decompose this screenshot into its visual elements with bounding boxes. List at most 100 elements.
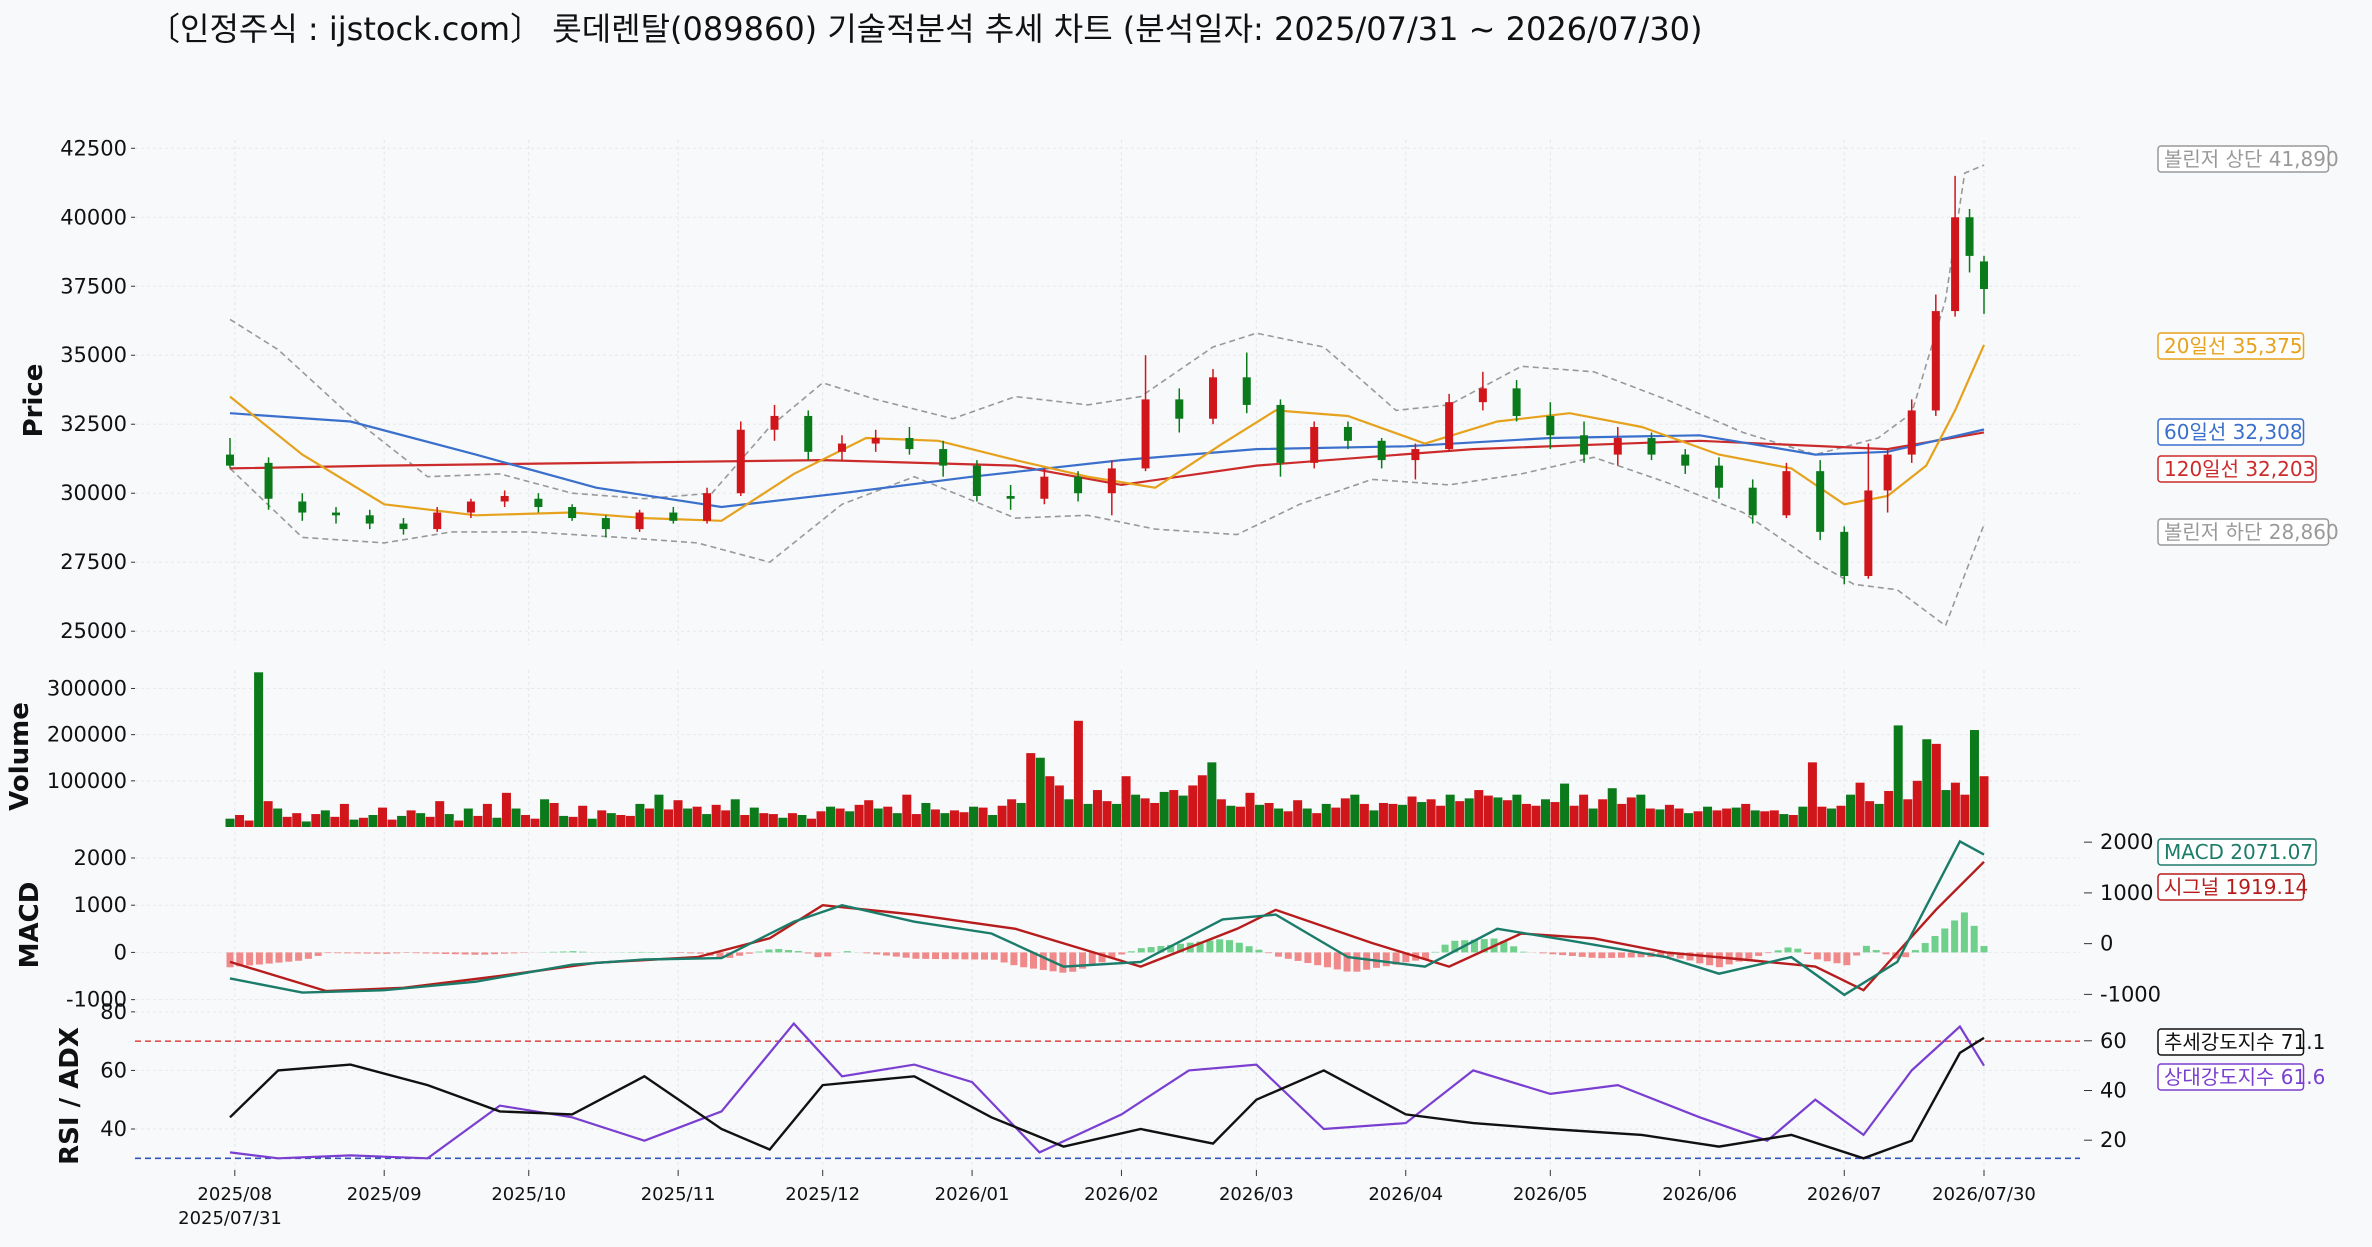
macd-histogram-bar bbox=[1294, 952, 1302, 961]
volume-bar bbox=[1197, 775, 1207, 827]
macd-histogram-bar bbox=[226, 952, 234, 968]
volume-bar bbox=[1092, 790, 1102, 827]
macd-histogram-bar bbox=[442, 952, 450, 954]
volume-bar bbox=[1035, 757, 1045, 827]
volume-bar bbox=[225, 818, 235, 827]
candle-body bbox=[837, 443, 846, 452]
volume-bar bbox=[501, 792, 511, 827]
macd-histogram-bar bbox=[1421, 952, 1429, 960]
macd-histogram-bar bbox=[246, 952, 254, 966]
macd-histogram-bar bbox=[1196, 941, 1204, 953]
candle-body bbox=[332, 512, 341, 516]
volume-bar bbox=[997, 805, 1007, 827]
macd-histogram-bar bbox=[981, 952, 989, 960]
volume-bar bbox=[1846, 794, 1856, 827]
x-tick-label: 2026/03 bbox=[1219, 1184, 1294, 1205]
volume-bar bbox=[492, 817, 502, 827]
volume-bar bbox=[1722, 808, 1732, 827]
volume-bar bbox=[244, 820, 254, 827]
candle-body bbox=[1782, 471, 1791, 516]
macd-value-label-box bbox=[2157, 838, 2317, 866]
macd-histogram-bar bbox=[677, 952, 685, 954]
volume-bar bbox=[1112, 803, 1122, 827]
macd-histogram-bar bbox=[1804, 952, 1812, 955]
volume-bar bbox=[1054, 785, 1064, 827]
rsi-tick-label: 40 bbox=[100, 1117, 127, 1141]
volume-bar bbox=[930, 809, 940, 827]
volume-bar bbox=[730, 799, 740, 827]
volume-bar bbox=[1712, 810, 1722, 827]
macd-histogram-bar bbox=[922, 952, 930, 959]
adx-value-label: 추세강도지수 71.1 bbox=[2157, 1028, 2325, 1056]
candle-body bbox=[1864, 490, 1873, 577]
x-tick-label: 2025/10 bbox=[491, 1184, 566, 1205]
candle-body bbox=[568, 507, 577, 519]
macd-histogram-bar bbox=[1951, 920, 1959, 953]
candle-body bbox=[1816, 471, 1825, 532]
bollinger-lower-label: 볼린저 하단 28,860 bbox=[2157, 518, 2339, 546]
volume-bar bbox=[873, 808, 883, 827]
volume-bar bbox=[311, 814, 321, 827]
volume-bar bbox=[978, 807, 988, 827]
ma60-label: 60일선 32,308 bbox=[2157, 418, 2305, 446]
macd-histogram-bar bbox=[1519, 951, 1527, 953]
volume-bar bbox=[1541, 799, 1550, 827]
macd-histogram-bar bbox=[1794, 948, 1802, 953]
volume-bar bbox=[368, 814, 378, 827]
volume-bar bbox=[521, 814, 531, 827]
macd-histogram-bar bbox=[1284, 952, 1292, 959]
candle-body bbox=[1840, 531, 1849, 577]
candle-body bbox=[466, 501, 475, 513]
macd-histogram-bar bbox=[824, 952, 832, 957]
macd-histogram-bar bbox=[883, 952, 891, 956]
candle-body bbox=[703, 493, 712, 521]
volume-bar bbox=[1779, 814, 1789, 827]
x-tick-label: 2026/01 bbox=[935, 1184, 1010, 1205]
volume-bar bbox=[921, 802, 931, 827]
macd-right-tick-label: 1000 bbox=[2100, 881, 2153, 905]
volume-bar bbox=[387, 819, 397, 827]
candle-body bbox=[1613, 438, 1622, 455]
volume-bar bbox=[463, 808, 473, 827]
volume-bar bbox=[1893, 725, 1903, 827]
volume-bar bbox=[1979, 776, 1989, 827]
volume-bar bbox=[292, 813, 302, 827]
bollinger-lower-line bbox=[229, 456, 1985, 627]
volume-bar bbox=[1569, 805, 1579, 827]
volume-bar bbox=[1455, 801, 1465, 827]
volume-bar bbox=[235, 814, 245, 827]
macd-histogram-bar bbox=[1568, 952, 1576, 956]
volume-bar bbox=[1960, 794, 1970, 827]
volume-bar bbox=[1493, 797, 1503, 827]
volume-bar bbox=[339, 803, 349, 827]
volume-bar bbox=[988, 814, 998, 827]
macd-histogram-bar bbox=[1039, 952, 1047, 970]
volume-bar bbox=[1073, 720, 1083, 827]
x-start-label: 2025/07/31 bbox=[178, 1208, 282, 1229]
macd-histogram-bar bbox=[1020, 952, 1028, 968]
volume-bar bbox=[1169, 790, 1179, 827]
volume-bar bbox=[1626, 797, 1636, 827]
macd-histogram-bar bbox=[1588, 952, 1596, 958]
chart-title: 〔인정주식 : ijstock.com〕 롯데렌탈(089860) 기술적분석 … bbox=[148, 10, 1703, 48]
rsi-tick-label: 60 bbox=[100, 1058, 127, 1082]
candle-body bbox=[365, 515, 374, 524]
macd-histogram-bar bbox=[912, 952, 920, 959]
volume-bar bbox=[845, 811, 855, 827]
macd-histogram-bar bbox=[1578, 952, 1586, 957]
volume-bar bbox=[549, 802, 559, 827]
candle-body bbox=[770, 415, 779, 430]
volume-bar bbox=[1655, 809, 1665, 827]
volume-bar bbox=[883, 806, 893, 827]
macd-histogram-bar bbox=[1774, 950, 1782, 953]
macd-ylabel: MACD bbox=[15, 882, 45, 969]
macd-histogram-bar bbox=[1127, 951, 1135, 953]
macd-tick-label: 0 bbox=[114, 940, 127, 964]
volume-bar bbox=[1760, 811, 1770, 827]
candle-body bbox=[905, 438, 914, 450]
volume-bar bbox=[1922, 739, 1932, 827]
volume-bar bbox=[673, 800, 683, 827]
ma120-label: 120일선 32,203 bbox=[2157, 455, 2317, 483]
